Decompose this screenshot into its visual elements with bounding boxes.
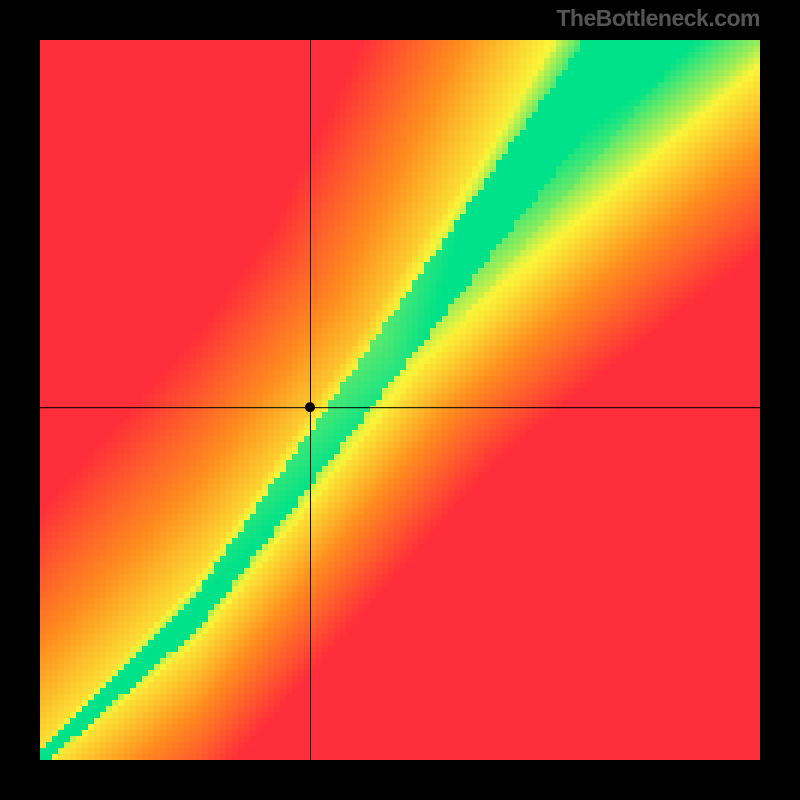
heatmap-canvas: [0, 0, 800, 800]
chart-container: TheBottleneck.com: [0, 0, 800, 800]
watermark-text: TheBottleneck.com: [556, 5, 760, 32]
